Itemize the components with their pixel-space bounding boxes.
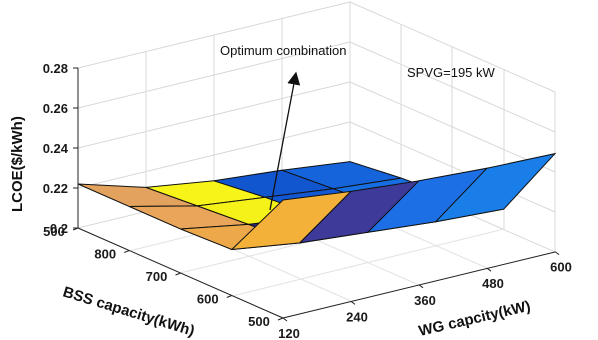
surface-patch <box>434 152 557 223</box>
x-tick-label: 360 <box>414 293 436 308</box>
annotation-spvg: SPVG=195 kW <box>407 65 496 80</box>
surface <box>77 152 557 251</box>
x-tick-label: 240 <box>346 309 368 324</box>
x-tick-label: 480 <box>482 276 504 291</box>
z-axis-label: LCOE($/kWh) <box>9 116 26 212</box>
x-tick-mark <box>418 284 424 289</box>
x-tick-mark <box>554 251 560 256</box>
x-tick-label: 600 <box>550 260 572 275</box>
z-tick-label: 0.24 <box>43 141 69 156</box>
x-tick-mark <box>282 317 288 322</box>
y-tick-label: 800 <box>94 247 116 262</box>
y-axis-label: BSS capacity(kWh) <box>61 284 197 340</box>
y-tick-label: 700 <box>146 269 168 284</box>
y-tick-label: 600 <box>197 292 219 307</box>
x-tick-label: 120 <box>278 326 300 340</box>
y-tick-label: 500 <box>43 224 65 239</box>
x-tick-mark <box>350 300 356 305</box>
annotation-arrow <box>269 71 301 211</box>
z-tick-label: 0.2 <box>50 221 68 236</box>
y-tick-label: 500 <box>248 314 270 329</box>
y-tick-mark <box>277 317 284 321</box>
y-tick-mark <box>175 272 181 276</box>
axes: 1202403604806005006007008005000.20.220.2… <box>43 61 572 340</box>
z-tick-label: 0.26 <box>43 101 68 116</box>
z-tick-label: 0.28 <box>43 61 68 76</box>
y-tick-mark <box>124 250 130 253</box>
y-tick-mark <box>226 295 232 298</box>
x-tick-mark <box>486 267 492 272</box>
annotation-optimum: Optimum combination <box>220 43 346 58</box>
z-tick-label: 0.22 <box>43 181 68 196</box>
